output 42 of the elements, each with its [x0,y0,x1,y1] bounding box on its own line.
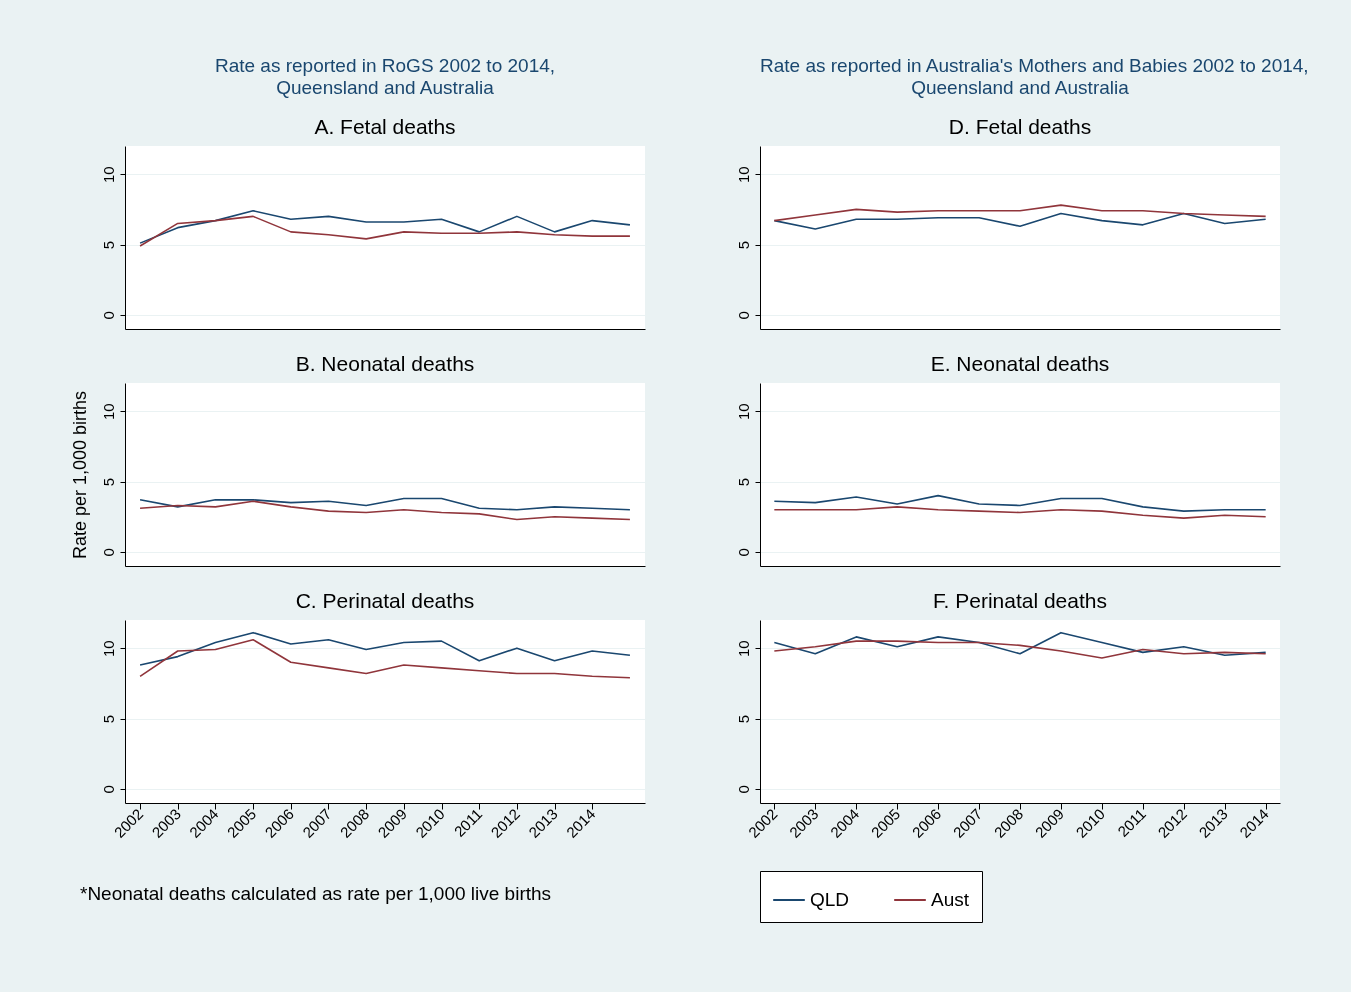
text: *Neonatal deaths calculated as rate per 1,000 live births [79,883,553,905]
y-tick-label: 0 [99,311,117,320]
line-series [139,209,631,244]
line-series [139,215,631,247]
legend-label: Aust [931,889,970,910]
line-series [773,506,1267,519]
y-tick-label: 5 [99,240,117,250]
y-tick-label: 5 [99,714,117,724]
line-series [139,497,631,511]
y-tick-label: 10 [99,640,117,657]
line-series [773,212,1267,230]
y-tick-label: 5 [734,477,752,487]
chart-title: D. Fetal deaths [948,115,1092,138]
line-series [773,494,1267,512]
chart-title: E. Neonatal deaths [930,352,1110,375]
y-tick-label: 10 [734,403,752,420]
chart-title: A. Fetal deaths [314,115,456,138]
line-series [773,640,1267,659]
chart-title: F. Perinatal deaths [933,589,1107,612]
y-tick-label: 0 [734,785,752,794]
legend-label: QLD [810,889,850,910]
line-series [139,631,631,666]
y-tick-label: 10 [734,640,752,657]
y-tick-label: 5 [734,240,752,250]
line-series [139,500,631,521]
chart-title: B. Neonatal deaths [295,352,475,375]
y-tick-label: 5 [734,714,752,724]
line-series [773,631,1267,656]
y-tick-label: 5 [99,477,117,487]
chart-subtitle: Rate as reported in Australia's Mothers and Babies 2002 to 2014, Queensland and Australia [760,55,1309,99]
y-axis-title: Rate per 1,000 births [69,390,90,560]
y-tick-label: 10 [99,403,117,420]
y-tick-label: 10 [734,166,752,183]
y-tick-label: 0 [734,311,752,320]
line-series [139,638,631,679]
chart-subtitle: Rate as reported in RoGS 2002 to 2014, Queensland and Australia [213,55,557,99]
y-tick-label: 10 [99,166,117,183]
line-series [773,204,1267,222]
chart-title: C. Perinatal deaths [295,589,475,612]
y-tick-label: 0 [99,785,117,794]
y-tick-label: 0 [734,548,752,557]
y-tick-label: 0 [99,548,117,557]
